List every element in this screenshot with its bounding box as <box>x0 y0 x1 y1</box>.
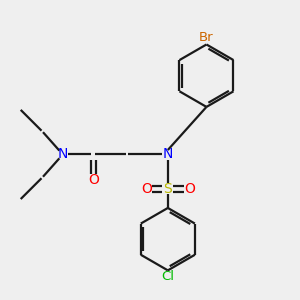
Text: O: O <box>88 173 99 187</box>
Text: S: S <box>164 182 172 196</box>
Text: N: N <box>163 148 173 161</box>
Text: N: N <box>57 148 68 161</box>
Text: O: O <box>184 182 195 196</box>
Text: O: O <box>141 182 152 196</box>
Text: Br: Br <box>199 32 214 44</box>
Text: Cl: Cl <box>161 270 174 284</box>
